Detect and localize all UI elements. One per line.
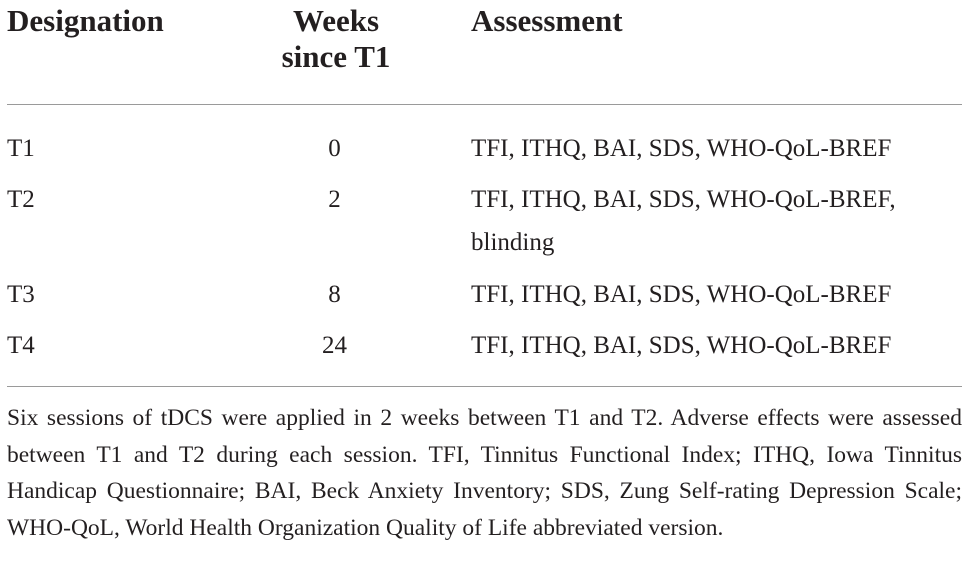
row-t3-weeks: 8 xyxy=(328,281,341,308)
row-t4-assessment: TFI, ITHQ, BAI, SDS, WHO-QoL-BREF xyxy=(471,332,892,359)
header-designation: Designation xyxy=(7,3,164,38)
row-t3-assessment: TFI, ITHQ, BAI, SDS, WHO-QoL-BREF xyxy=(471,281,892,308)
header-assessment: Assessment xyxy=(471,3,623,38)
row-t1-assessment: TFI, ITHQ, BAI, SDS, WHO-QoL-BREF xyxy=(471,135,892,162)
row-t1-designation: T1 xyxy=(7,135,35,162)
row-t1-weeks: 0 xyxy=(328,135,341,162)
table-footnote: Six sessions of tDCS were applied in 2 w… xyxy=(7,405,962,541)
row-t2-designation: T2 xyxy=(7,186,35,213)
row-t4-weeks: 24 xyxy=(322,332,347,359)
header-weeks-line2: since T1 xyxy=(281,39,391,74)
row-t2-assessment: TFI, ITHQ, BAI, SDS, WHO-QoL-BREF, blind… xyxy=(471,178,896,264)
header-weeks-since-t1: Weeks since T1 xyxy=(262,3,410,75)
row-t2-assessment-line2: blinding xyxy=(471,229,555,256)
row-t2-assessment-line1: TFI, ITHQ, BAI, SDS, WHO-QoL-BREF, xyxy=(471,186,896,213)
header-divider xyxy=(7,104,962,105)
row-t2-weeks: 2 xyxy=(328,186,341,213)
row-t4-designation: T4 xyxy=(7,332,35,359)
row-t3-designation: T3 xyxy=(7,281,35,308)
table-bottom-rule xyxy=(7,386,962,387)
header-weeks-line1: Weeks xyxy=(292,3,380,38)
